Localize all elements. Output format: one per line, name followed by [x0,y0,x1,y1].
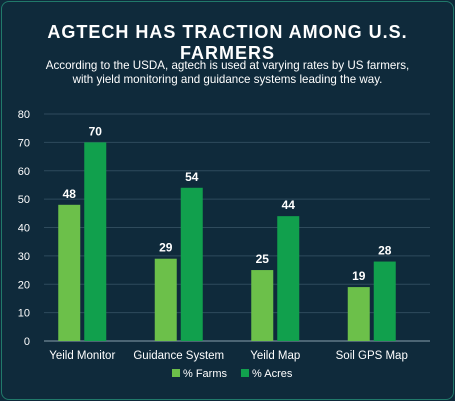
chart-title: AGTECH HAS TRACTION AMONG U.S. FARMERS [47,22,408,63]
legend-swatch [241,369,249,377]
data-label: 19 [352,269,366,283]
bar [251,270,274,341]
data-label: 70 [89,124,103,138]
subtitle-line-1: According to the USDA, agtech is used at… [45,59,410,72]
data-label: 28 [378,244,392,258]
y-tick-label: 70 [18,137,30,149]
bar [277,216,300,341]
y-tick-label: 10 [18,308,30,320]
x-tick-label: Guidance System [133,350,224,362]
data-label: 25 [256,252,270,266]
data-label: 29 [159,241,173,255]
y-tick-label: 30 [18,251,30,263]
legend-label: % Acres [252,368,293,380]
y-tick-label: 60 [18,166,30,178]
legend: % Farms % Acres [172,368,293,380]
y-tick-label: 0 [24,336,30,348]
chart-subtitle: According to the USDA, agtech is used at… [22,59,433,87]
bars: 48 70 29 54 25 44 19 28 [58,124,396,341]
data-label: 54 [185,170,199,184]
subtitle-line-2: with yield monitoring and guidance syste… [72,73,383,86]
bar [373,261,396,341]
x-tick-label: Yeild Monitor [49,350,115,362]
legend-label: % Farms [183,368,228,380]
y-tick-label: 40 [18,223,30,235]
bar [154,258,177,341]
bar [58,204,81,341]
bar [347,287,370,341]
y-tick-label: 20 [18,279,30,291]
x-tick-label: Yeild Map [250,350,300,362]
bar [180,187,203,341]
bar [84,142,107,341]
x-axis: Yeild Monitor Guidance System Yeild Map Soi… [49,350,408,362]
data-label: 48 [63,187,77,201]
y-tick-label: 80 [18,109,30,121]
x-tick-label: Soil GPS Map [336,350,408,362]
y-axis: 0 10 20 30 40 50 60 70 80 [18,109,30,348]
data-label: 44 [282,198,296,212]
legend-swatch [172,369,180,377]
y-tick-label: 50 [18,194,30,206]
